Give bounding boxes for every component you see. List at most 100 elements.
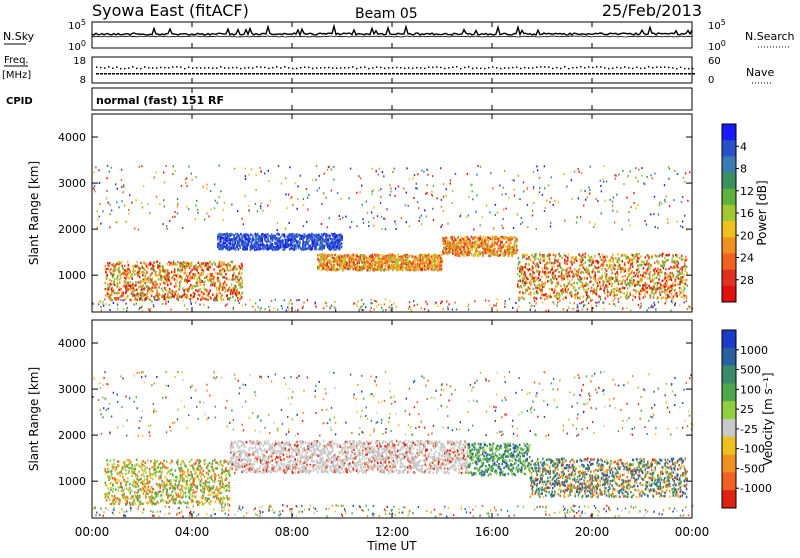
echo-cell <box>525 279 527 281</box>
echo-cell <box>606 270 608 272</box>
echo-cell <box>105 288 107 290</box>
echo-cell <box>663 267 665 269</box>
echo-cell <box>514 247 516 249</box>
echo-cell <box>241 272 243 274</box>
echo-cell <box>201 298 203 300</box>
echo-cell <box>633 272 635 274</box>
echo-cell <box>571 293 573 295</box>
echo-cell <box>539 191 540 193</box>
freq-point <box>556 67 558 69</box>
echo-cell <box>640 284 642 286</box>
echo-cell <box>398 186 399 188</box>
echo-cell <box>168 272 170 274</box>
nave-point <box>316 73 319 75</box>
echo-cell <box>206 276 208 278</box>
echo-cell <box>110 268 112 270</box>
nave-point <box>444 73 447 75</box>
echo-cell <box>632 266 634 268</box>
nave-point <box>140 73 143 75</box>
echo-cell <box>601 268 603 270</box>
echo-cell <box>216 289 218 291</box>
echo-cell <box>189 287 191 289</box>
echo-cell <box>566 285 568 287</box>
echo-cell <box>111 167 112 169</box>
echo-cell <box>666 291 668 293</box>
echo-cell <box>648 263 650 265</box>
echo-cell <box>402 269 404 271</box>
nave-point <box>324 73 327 75</box>
nave-point <box>408 73 411 75</box>
freq-point <box>144 66 146 68</box>
echo-cell <box>532 215 533 217</box>
freq-point <box>540 66 542 68</box>
nave-point <box>688 73 691 75</box>
nave-point <box>504 73 507 75</box>
echo-cell <box>155 286 157 288</box>
echo-cell <box>338 268 340 270</box>
echo-cell <box>516 249 518 251</box>
freq-point <box>676 68 678 70</box>
nave-point <box>592 73 595 75</box>
echo-cell <box>464 237 466 239</box>
echo-cell <box>160 283 162 285</box>
nave-point <box>300 73 303 75</box>
echo-cell <box>661 297 663 299</box>
echo-cell <box>684 263 686 265</box>
nave-point <box>348 73 351 75</box>
echo-cell <box>493 250 495 252</box>
echo-cell <box>145 280 147 282</box>
echo-cell <box>551 268 553 270</box>
echo-cell <box>105 271 107 273</box>
nave-point <box>196 73 199 75</box>
freq-point <box>420 67 422 69</box>
echo-cell <box>270 241 272 243</box>
freq-point <box>648 66 650 68</box>
echo-cell <box>181 276 183 278</box>
echo-cell <box>536 290 538 292</box>
echo-cell <box>278 233 280 235</box>
nave-point <box>332 73 335 75</box>
echo-cell <box>196 278 198 280</box>
nave-point <box>276 73 279 75</box>
echo-cell <box>673 295 675 297</box>
echo-cell <box>460 236 462 238</box>
echo-cell <box>647 268 649 270</box>
echo-cell <box>185 182 186 184</box>
echo-cell <box>212 294 214 296</box>
echo-cell <box>214 284 216 286</box>
freq-point <box>304 67 306 69</box>
echo-cell <box>388 264 390 266</box>
echo-cell <box>125 292 127 294</box>
echo-cell <box>598 253 600 255</box>
echo-cell <box>433 185 434 187</box>
echo-cell <box>588 254 590 256</box>
echo-cell <box>402 266 404 268</box>
echo-cell <box>660 284 662 286</box>
echo-cell <box>633 279 635 281</box>
echo-cell <box>639 298 641 300</box>
echo-cell <box>149 291 151 293</box>
echo-cell <box>661 271 663 273</box>
echo-cell <box>238 297 240 299</box>
echo-cell <box>192 287 194 289</box>
echo-cell <box>155 281 157 283</box>
echo-cell <box>579 258 581 260</box>
nave-point <box>388 73 391 75</box>
echo-cell <box>577 292 579 294</box>
echo-cell <box>475 254 477 256</box>
freq-point <box>364 66 366 68</box>
echo-cell <box>223 276 225 278</box>
echo-cell <box>170 283 172 285</box>
echo-cell <box>446 188 447 190</box>
echo-cell <box>536 298 538 300</box>
echo-cell <box>367 269 369 271</box>
echo-cell <box>612 254 614 256</box>
echo-cell <box>176 290 178 292</box>
echo-cell <box>237 276 239 278</box>
echo-cell <box>470 250 472 252</box>
freq-point <box>604 67 606 69</box>
echo-cell <box>533 272 535 274</box>
echo-cell <box>224 202 225 204</box>
echo-cell <box>546 261 548 263</box>
echo-cell <box>531 254 533 256</box>
